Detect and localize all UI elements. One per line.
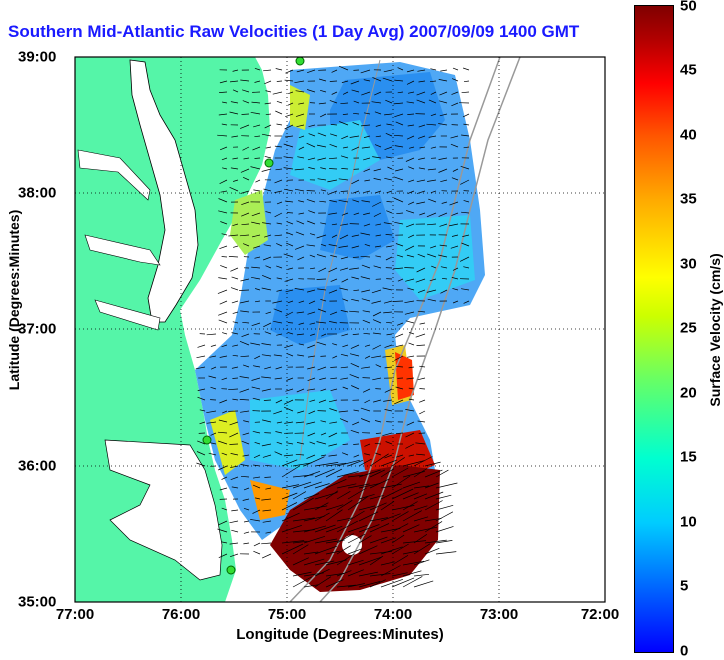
- velocity-arrow: [255, 158, 261, 159]
- velocity-arrow: [393, 301, 403, 302]
- y-tick: 38:00: [18, 185, 56, 202]
- colorbar-tick: 0: [680, 643, 688, 660]
- y-tick: 36:00: [18, 458, 56, 475]
- colorbar-tick: 25: [680, 320, 697, 337]
- radar-site: [203, 436, 211, 444]
- x-axis-label: Longitude (Degrees:Minutes): [236, 626, 444, 643]
- velocity-arrow: [239, 290, 249, 291]
- y-axis-label: Latitude (Degrees:Minutes): [6, 210, 22, 390]
- colorbar-tick: 50: [680, 0, 697, 15]
- y-tick: 37:00: [18, 321, 56, 338]
- colorbar-tick: 40: [680, 127, 697, 144]
- y-tick: 39:00: [18, 49, 56, 66]
- colorbar-tick: 45: [680, 62, 697, 79]
- velocity-arrow: [404, 268, 414, 269]
- velocity-arrow: [288, 323, 293, 324]
- velocity-arrow: [242, 114, 250, 115]
- x-tick: 76:00: [162, 606, 200, 623]
- colorbar-tick: 15: [680, 449, 697, 466]
- y-tick: 35:00: [18, 594, 56, 611]
- x-tick: 77:00: [56, 606, 94, 623]
- velocity-arrow: [329, 169, 337, 170]
- radar-site: [227, 566, 235, 574]
- velocity-arrow: [229, 444, 238, 445]
- velocity-arrow: [317, 279, 326, 280]
- velocity-arrow: [277, 81, 282, 82]
- x-tick: 75:00: [268, 606, 306, 623]
- colorbar-tick: 20: [680, 385, 697, 402]
- colorbar-tick: 10: [680, 514, 697, 531]
- velocity-arrow: [222, 257, 227, 258]
- radar-site: [296, 57, 304, 65]
- velocity-arrow: [353, 257, 359, 258]
- radar-site: [265, 159, 273, 167]
- velocity-arrow: [232, 378, 238, 379]
- velocity-arrow: [287, 213, 293, 214]
- colorbar-tick: 35: [680, 191, 697, 208]
- colorbar-label: Surface Velocity (cm/s): [707, 253, 723, 406]
- velocity-arrow: [330, 367, 337, 368]
- x-tick: 73:00: [480, 606, 518, 623]
- colorbar-tick: 30: [680, 256, 697, 273]
- velocity-arrow: [341, 191, 348, 192]
- velocity-arrow: [353, 444, 359, 445]
- x-tick: 74:00: [374, 606, 412, 623]
- velocity-arrow: [307, 191, 315, 192]
- velocity-arrow: [264, 477, 271, 478]
- velocity-arrow: [419, 389, 425, 390]
- colorbar: [634, 5, 674, 653]
- colorbar-tick: 5: [680, 578, 688, 595]
- velocity-arrow: [330, 81, 337, 82]
- x-tick: 72:00: [581, 606, 619, 623]
- velocity-arrow: [264, 400, 271, 401]
